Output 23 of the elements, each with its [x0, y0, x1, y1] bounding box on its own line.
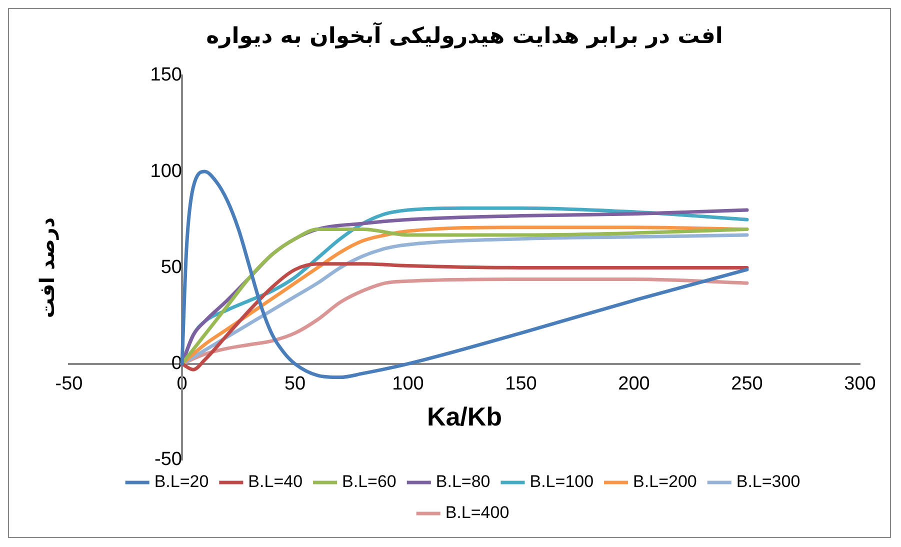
x-tick-label: 300 — [844, 373, 876, 394]
legend-label: B.L=60 — [342, 472, 396, 492]
legend-label: B.L=20 — [154, 472, 209, 492]
x-tick-label: 250 — [731, 373, 763, 394]
chart-title: افت در برابر هدایت هیدرولیکی آبخوان به دیواره — [206, 22, 723, 49]
x-tick-label: 150 — [505, 373, 537, 394]
y-axis-title: درصد افت — [35, 217, 60, 318]
legend-label: B.L=80 — [436, 472, 490, 492]
legend-label: B.L=40 — [248, 472, 303, 492]
x-axis-title: Ka/Kb — [426, 401, 502, 432]
y-tick-label: 100 — [150, 160, 182, 182]
legend-label: B.L=400 — [445, 503, 510, 522]
y-tick-label: 150 — [150, 64, 182, 86]
y-tick-label: -50 — [154, 449, 182, 470]
line-series — [180, 262, 749, 372]
legend-label: B.L=100 — [530, 472, 594, 492]
x-tick-label: -50 — [55, 373, 83, 394]
x-tick-label: 200 — [618, 373, 650, 394]
legend-label: B.L=200 — [633, 472, 697, 492]
legend-label: B.L=300 — [736, 472, 800, 492]
x-tick-label: 100 — [392, 373, 424, 394]
y-tick-label: 50 — [160, 256, 182, 278]
x-tick-label: 50 — [284, 373, 306, 394]
